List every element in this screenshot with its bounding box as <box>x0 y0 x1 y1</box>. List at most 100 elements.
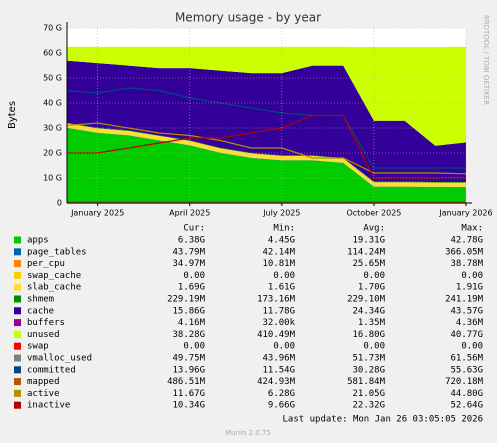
legend-value: 43.79M <box>172 247 205 257</box>
y-tick-label: 20 G <box>43 149 62 158</box>
legend-label: vmalloc_used <box>27 354 92 364</box>
legend-swatch <box>14 248 21 256</box>
legend-swatch <box>14 401 21 409</box>
legend-value: 34.97M <box>172 259 205 269</box>
y-tick-label: 0 <box>57 199 62 208</box>
legend-value: 229.10M <box>347 295 386 305</box>
footer: Munin 2.0.75 <box>225 429 271 437</box>
legend-swatch <box>14 330 21 338</box>
x-tick-label: January 2026 <box>438 209 492 218</box>
x-tick-label: July 2025 <box>262 209 300 218</box>
legend-swatch <box>14 342 21 350</box>
x-tick-label: April 2025 <box>169 209 210 218</box>
legend-value: 38.78M <box>450 259 483 269</box>
legend-value: 4.45G <box>268 236 295 246</box>
legend-value: 30.28G <box>352 365 385 375</box>
legend-value: 0.00 <box>461 342 483 352</box>
x-tick-label: January 2025 <box>70 209 124 218</box>
legend-label: shmem <box>27 295 54 305</box>
legend-value: 0.00 <box>461 271 483 281</box>
legend-label: per_cpu <box>27 259 65 269</box>
y-tick-label: 30 G <box>43 124 62 133</box>
y-tick-label: 60 G <box>43 49 62 58</box>
legend-swatch <box>14 378 21 386</box>
legend-value: 0.00 <box>183 271 205 281</box>
legend-value: 1.91G <box>456 283 483 293</box>
legend-value: 42.14M <box>262 247 295 257</box>
area <box>67 123 466 187</box>
line <box>66 122 467 175</box>
legend-swatch <box>14 366 21 374</box>
legend-value: 16.80G <box>352 330 385 340</box>
legend-value: 13.96G <box>172 365 205 375</box>
y-axis-label: Bytes <box>7 101 18 129</box>
legend-value: 32.00k <box>262 318 295 328</box>
y-tick-label: 40 G <box>43 99 62 108</box>
legend-value: 40.77G <box>450 330 483 340</box>
legend-swatch <box>14 236 21 244</box>
legend-label: unused <box>27 330 60 340</box>
legend-value: 43.57G <box>450 306 483 316</box>
legend-value: 15.86G <box>172 306 205 316</box>
legend-value: 22.32G <box>352 401 385 411</box>
column-header: Min: <box>273 224 295 234</box>
chart-title: Memory usage - by year <box>175 11 321 25</box>
area <box>67 46 466 146</box>
legend-value: 0.00 <box>183 342 205 352</box>
legend-value: 42.78G <box>450 236 483 246</box>
legend-label: buffers <box>27 318 65 328</box>
legend-value: 44.80G <box>450 389 483 399</box>
legend-value: 19.31G <box>352 236 385 246</box>
legend-label: active <box>27 389 60 399</box>
side-note: RRDTOOL / TOBI OETIKER <box>482 15 490 105</box>
legend-label: cache <box>27 306 54 316</box>
legend-value: 0.00 <box>273 342 295 352</box>
legend-value: 24.34G <box>352 306 385 316</box>
legend-swatch <box>14 295 21 303</box>
y-tick-label: 50 G <box>43 74 62 83</box>
legend-swatch <box>14 271 21 279</box>
legend-swatch <box>14 283 21 291</box>
last-update: Last update: Mon Jan 26 03:05:05 2026 <box>283 415 483 425</box>
legend-value: 4.16M <box>178 318 206 328</box>
legend-value: 9.66G <box>268 401 295 411</box>
legend-value: 0.00 <box>363 271 385 281</box>
legend-value: 51.73M <box>352 354 385 364</box>
legend-label: swap_cache <box>27 271 81 281</box>
legend-value: 52.64G <box>450 401 483 411</box>
legend-swatch <box>14 389 21 397</box>
legend-value: 424.93M <box>257 377 296 387</box>
legend-value: 0.00 <box>273 271 295 281</box>
legend-value: 10.34G <box>172 401 205 411</box>
legend-value: 49.75M <box>172 354 205 364</box>
legend-value: 6.28G <box>268 389 295 399</box>
x-tick-label: October 2025 <box>346 209 401 218</box>
legend-value: 55.63G <box>450 365 483 375</box>
legend-value: 1.61G <box>268 283 295 293</box>
legend-value: 720.18M <box>445 377 484 387</box>
legend-value: 43.96M <box>262 354 295 364</box>
column-header: Avg: <box>363 224 385 234</box>
legend-value: 1.70G <box>358 283 385 293</box>
area <box>67 60 466 183</box>
legend-value: 229.19M <box>167 295 206 305</box>
area <box>67 122 466 183</box>
legend-label: mapped <box>27 377 60 387</box>
legend-value: 11.54G <box>262 365 295 375</box>
y-tick-label: 70 G <box>43 24 62 33</box>
legend-value: 10.81M <box>262 259 295 269</box>
line <box>66 87 467 169</box>
legend-swatch <box>14 319 21 327</box>
legend-label: apps <box>27 236 49 246</box>
legend-swatch <box>14 307 21 315</box>
legend-value: 11.67G <box>172 389 205 399</box>
legend-value: 38.28G <box>172 330 205 340</box>
legend-value: 0.00 <box>363 342 385 352</box>
legend-value: 1.35M <box>358 318 386 328</box>
legend-value: 25.65M <box>352 259 385 269</box>
legend-swatch <box>14 354 21 362</box>
legend-value: 581.84M <box>347 377 386 387</box>
legend-label: page_tables <box>27 247 87 257</box>
column-header: Max: <box>461 224 483 234</box>
